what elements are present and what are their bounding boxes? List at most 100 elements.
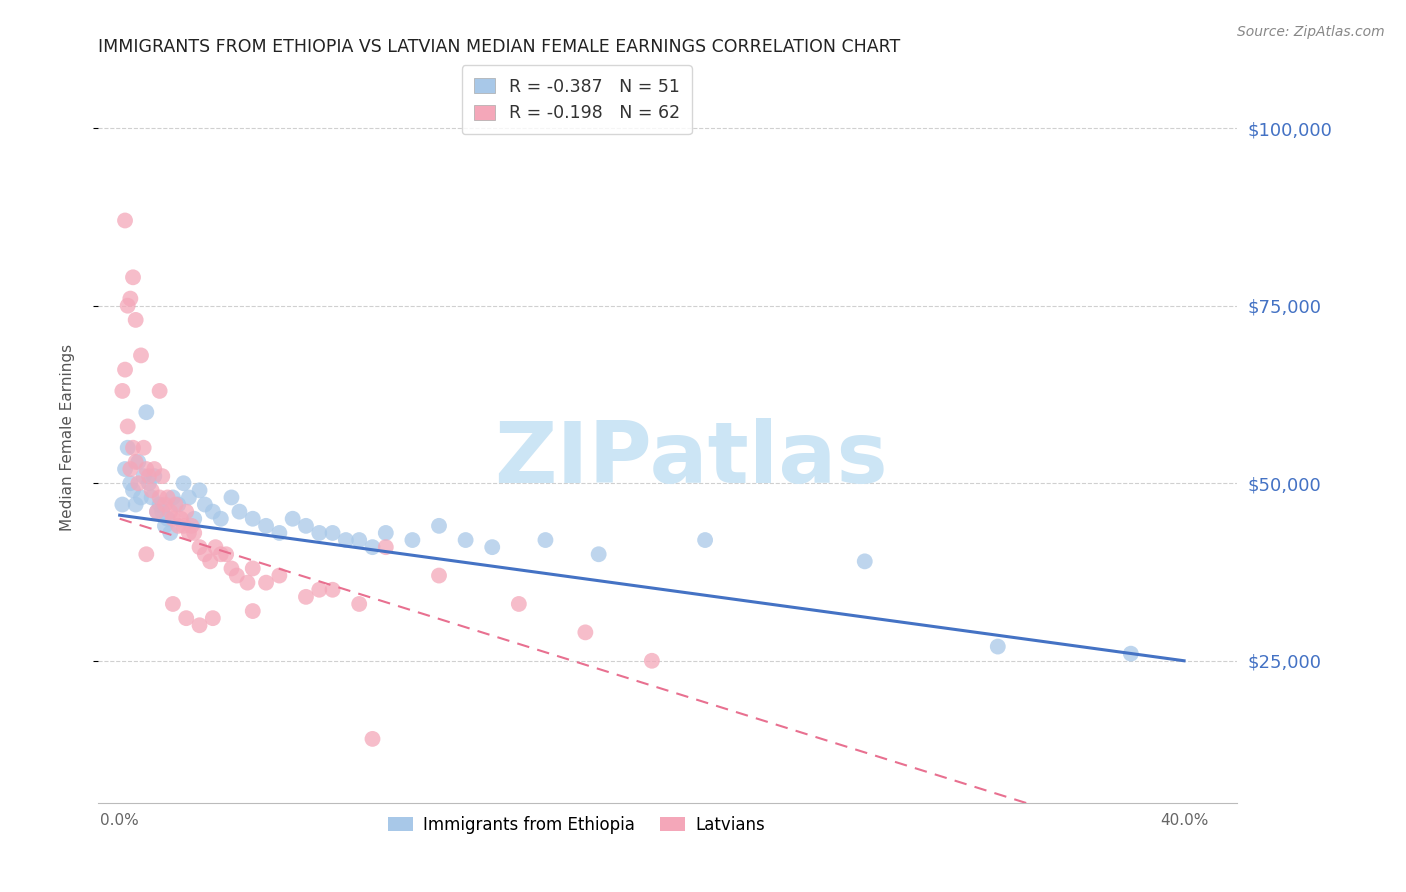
Point [114, 462, 136, 476]
Point [135, 547, 157, 561]
Point [111, 384, 134, 398]
Point [188, 483, 211, 498]
Point [236, 575, 259, 590]
Point [198, 554, 221, 568]
Point [201, 505, 224, 519]
Point [124, 498, 146, 512]
Point [159, 525, 181, 540]
Point [853, 554, 876, 568]
Point [204, 540, 226, 554]
Point [149, 498, 172, 512]
Point [141, 483, 163, 498]
Point [170, 512, 193, 526]
Point [481, 540, 503, 554]
Point [221, 561, 243, 575]
Point [322, 525, 344, 540]
Point [534, 533, 557, 547]
Point [124, 455, 146, 469]
Point [117, 419, 139, 434]
Point [156, 491, 179, 505]
Point [269, 568, 291, 582]
Point [135, 405, 157, 419]
Y-axis label: Median Female Earnings: Median Female Earnings [60, 343, 75, 531]
Point [308, 525, 330, 540]
Point [174, 505, 197, 519]
Point [120, 476, 142, 491]
Point [281, 512, 304, 526]
Point [114, 213, 136, 227]
Text: IMMIGRANTS FROM ETHIOPIA VS LATVIAN MEDIAN FEMALE EARNINGS CORRELATION CHART: IMMIGRANTS FROM ETHIOPIA VS LATVIAN MEDI… [98, 38, 901, 56]
Text: ZIPatlas: ZIPatlas [494, 417, 887, 500]
Point [588, 547, 610, 561]
Point [693, 533, 716, 547]
Point [114, 362, 136, 376]
Point [146, 505, 169, 519]
Point [173, 519, 195, 533]
Point [124, 313, 146, 327]
Point [159, 505, 181, 519]
Legend: Immigrants from Ethiopia, Latvians: Immigrants from Ethiopia, Latvians [380, 807, 773, 842]
Point [149, 491, 172, 505]
Point [574, 625, 596, 640]
Point [427, 519, 450, 533]
Point [127, 476, 149, 491]
Point [117, 299, 139, 313]
Point [242, 561, 264, 575]
Point [156, 512, 179, 526]
Point [228, 505, 250, 519]
Point [143, 462, 166, 476]
Point [129, 491, 152, 505]
Point [162, 597, 184, 611]
Point [149, 384, 172, 398]
Point [254, 519, 277, 533]
Point [177, 525, 200, 540]
Point [167, 498, 190, 512]
Point [153, 498, 176, 512]
Point [111, 498, 134, 512]
Point [361, 731, 384, 746]
Point [129, 348, 152, 362]
Point [183, 525, 205, 540]
Point [308, 582, 330, 597]
Point [322, 582, 344, 597]
Point [188, 540, 211, 554]
Point [242, 512, 264, 526]
Text: Source: ZipAtlas.com: Source: ZipAtlas.com [1237, 25, 1385, 39]
Point [374, 525, 396, 540]
Point [174, 611, 197, 625]
Point [177, 491, 200, 505]
Point [138, 476, 160, 491]
Point [335, 533, 357, 547]
Point [150, 505, 173, 519]
Point [427, 568, 450, 582]
Point [122, 441, 145, 455]
Point [641, 654, 664, 668]
Point [242, 604, 264, 618]
Point [374, 540, 396, 554]
Point [138, 469, 160, 483]
Point [127, 455, 149, 469]
Point [143, 469, 166, 483]
Point [201, 611, 224, 625]
Point [215, 547, 238, 561]
Point [120, 292, 142, 306]
Point [361, 540, 384, 554]
Point [295, 519, 318, 533]
Point [122, 483, 145, 498]
Point [135, 462, 157, 476]
Point [209, 547, 232, 561]
Point [150, 469, 173, 483]
Point [153, 519, 176, 533]
Point [454, 533, 477, 547]
Point [132, 441, 155, 455]
Point [401, 533, 423, 547]
Point [347, 533, 370, 547]
Point [165, 498, 187, 512]
Point [508, 597, 530, 611]
Point [269, 525, 291, 540]
Point [117, 441, 139, 455]
Point [122, 270, 145, 285]
Point [183, 512, 205, 526]
Point [162, 512, 184, 526]
Point [221, 491, 243, 505]
